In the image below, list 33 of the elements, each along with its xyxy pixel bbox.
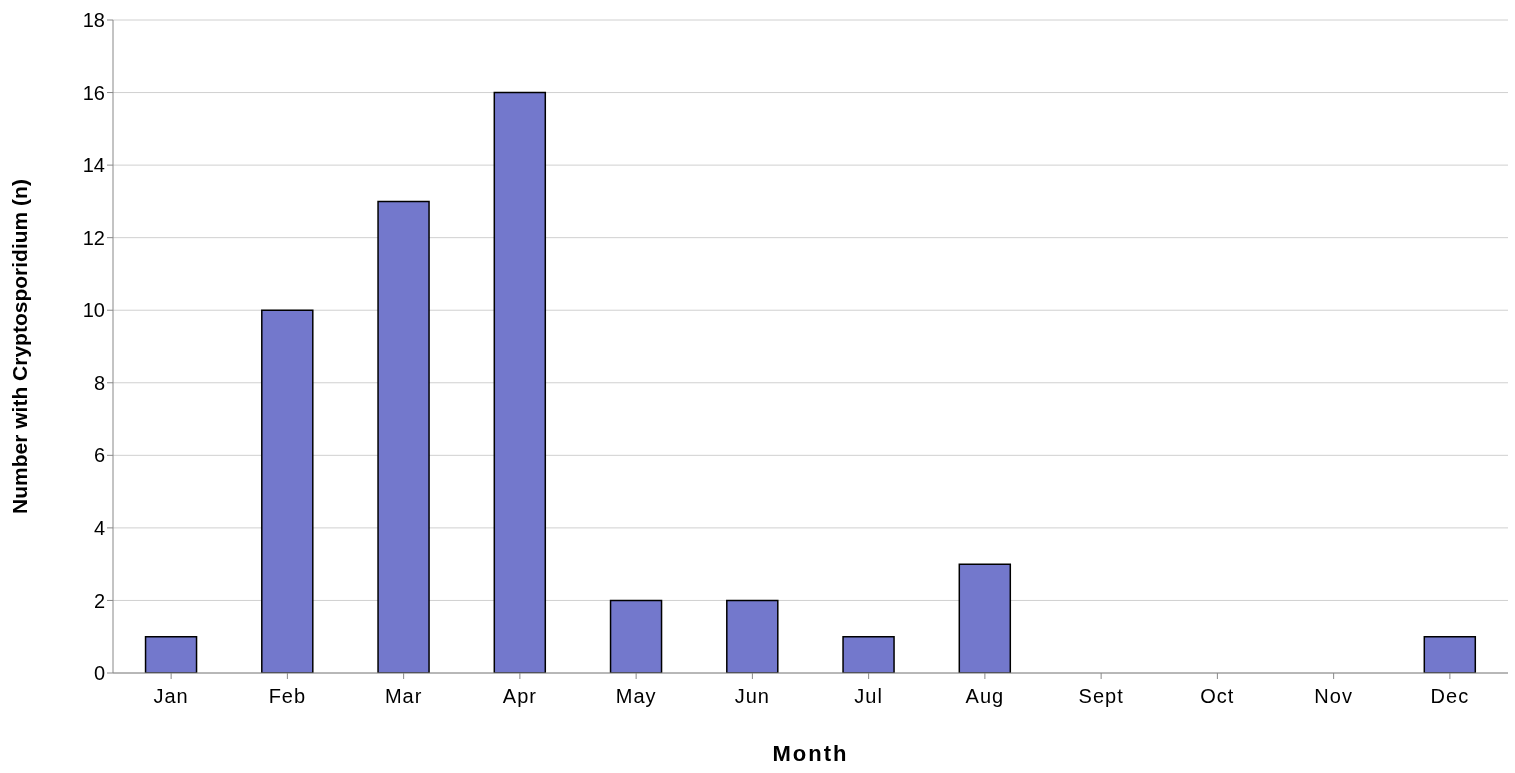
x-tick-label: Nov xyxy=(1314,685,1353,708)
y-tick-label: 8 xyxy=(93,371,105,394)
x-tick-label: Feb xyxy=(268,685,307,708)
y-tick-label: 16 xyxy=(82,81,105,104)
x-tick-label: Sept xyxy=(1078,685,1124,708)
y-axis-title: Number with Cryptosporidium (n) xyxy=(8,179,32,514)
bar xyxy=(377,200,430,673)
y-tick-label: 10 xyxy=(82,299,105,322)
x-axis-title: Month xyxy=(772,741,849,766)
y-tick-label: 12 xyxy=(82,226,105,249)
x-tick-label: Dec xyxy=(1430,685,1470,708)
y-tick-label: 2 xyxy=(93,589,105,612)
bar xyxy=(842,635,895,673)
x-tick-label: Jan xyxy=(153,685,189,708)
x-tick-label: Mar xyxy=(384,685,423,708)
x-tick-label: Jun xyxy=(734,685,770,708)
bar xyxy=(493,91,547,673)
y-tick-label: 18 xyxy=(82,9,105,32)
y-tick-label: 4 xyxy=(93,516,105,539)
bar xyxy=(261,309,314,673)
bar xyxy=(726,599,779,673)
y-tick-label: 14 xyxy=(82,154,105,177)
bar xyxy=(1423,635,1477,673)
y-tick-label: 6 xyxy=(93,444,105,467)
x-tick-label: Oct xyxy=(1200,685,1235,708)
x-tick-label: Jul xyxy=(854,685,883,708)
x-tick-label: Apr xyxy=(502,685,537,708)
x-tick-label: May xyxy=(615,685,657,708)
bar xyxy=(958,563,1012,673)
bar xyxy=(144,635,198,673)
bar xyxy=(609,599,663,673)
x-tick-label: Aug xyxy=(965,685,1005,708)
y-tick-label: 0 xyxy=(93,662,105,685)
